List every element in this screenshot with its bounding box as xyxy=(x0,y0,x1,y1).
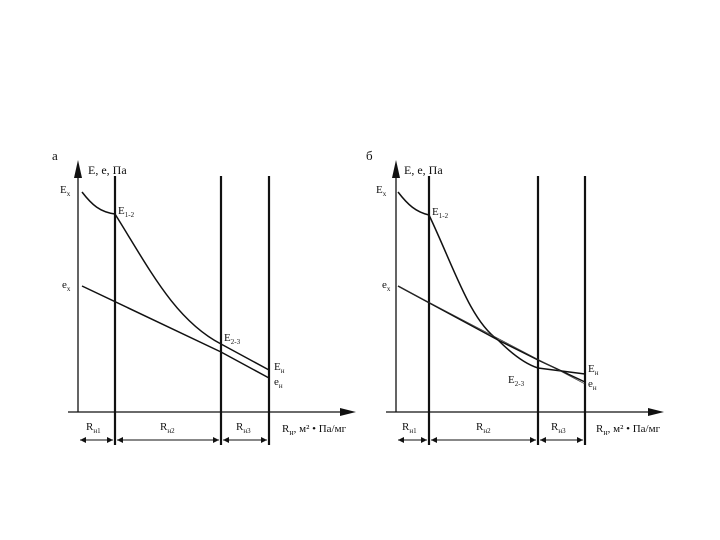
panel-b-e-line xyxy=(397,285,586,383)
panel-b-R2-label: Rн2 xyxy=(476,421,491,435)
panel-a-R3-label: Rн3 xyxy=(236,421,251,435)
panel-b-R3-label: Rн3 xyxy=(551,421,566,435)
panel-a: а E, e, Па Rн, м² • Па/мг Eх E1-2 E2-3 e… xyxy=(52,148,356,445)
panel-a-y-axis-label: E, e, Па xyxy=(88,163,127,177)
panel-b-x-axis-label: Rн, м² • Па/мг xyxy=(596,423,661,437)
panel-b-ex-left-label: eх xyxy=(382,279,391,293)
panel-b-y-axis-arrow xyxy=(392,160,400,178)
panel-a-x-axis-label: Rн, м² • Па/мг xyxy=(282,423,347,437)
panel-a-En-right-label: Eн xyxy=(274,361,285,375)
panel-b-reference-line xyxy=(397,285,586,385)
panel-a-R1-label: Rн1 xyxy=(86,421,101,435)
panel-b-dimension-arrows xyxy=(398,437,583,443)
panel-a-E-curve xyxy=(81,191,270,371)
panel-a-R2-label: Rн2 xyxy=(160,421,175,435)
panel-b-letter: б xyxy=(366,148,373,163)
panel-b: б E, e, Па Rн, м² • Па/мг Eх E1-2 E2-3 e… xyxy=(366,148,664,445)
panel-b-R1-label: Rн1 xyxy=(402,421,417,435)
panel-a-x-axis-arrow xyxy=(340,408,356,416)
panel-b-x-axis-arrow xyxy=(648,408,664,416)
panel-b-en-right-label: eн xyxy=(588,378,597,392)
panel-b-y-axis-label: E, e, Па xyxy=(404,163,443,177)
panel-a-ex-left-label: eх xyxy=(62,279,71,293)
panel-a-E12-label: E1-2 xyxy=(118,205,135,219)
panel-b-E23-label: E2-3 xyxy=(508,374,525,388)
panel-a-Ex-left-label: Eх xyxy=(60,184,71,198)
panel-b-Ex-left-label: Eх xyxy=(376,184,387,198)
panel-a-letter: а xyxy=(52,148,58,163)
panel-b-E-curve xyxy=(397,191,586,375)
panel-a-en-right-label: eн xyxy=(274,376,283,390)
panel-b-En-right-label: Eн xyxy=(588,363,599,377)
panel-a-dimension-arrows xyxy=(80,437,267,443)
panel-b-E12-label: E1-2 xyxy=(432,206,449,220)
panel-a-y-axis-arrow xyxy=(74,160,82,178)
panel-a-E23-label: E2-3 xyxy=(224,332,241,346)
panel-a-e-line xyxy=(81,285,270,379)
